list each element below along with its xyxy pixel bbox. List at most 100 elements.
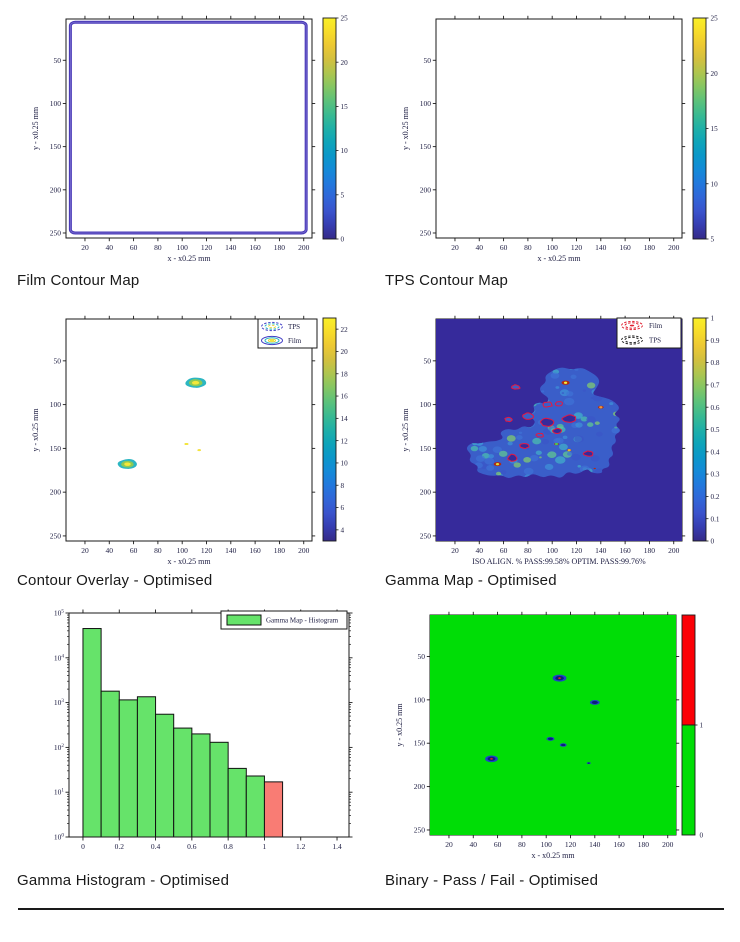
svg-text:y - x0.25 mm: y - x0.25 mm [401,408,410,452]
panel-gamma-map: 20 40 60 80 100 120 140 160 180 200 50 100 150 200 250… [370,300,740,600]
svg-text:80: 80 [154,243,162,252]
svg-text:15: 15 [711,125,719,133]
svg-text:10: 10 [341,147,349,155]
svg-text:140: 140 [595,243,607,252]
svg-text:100: 100 [50,400,62,409]
svg-text:20: 20 [81,546,89,555]
svg-text:5: 5 [341,191,345,199]
svg-text:80: 80 [524,546,532,555]
svg-text:25: 25 [711,15,719,23]
svg-text:4: 4 [341,526,345,534]
svg-text:Film: Film [649,322,663,330]
svg-text:160: 160 [619,243,631,252]
svg-text:140: 140 [225,243,237,252]
svg-text:250: 250 [50,228,62,237]
svg-text:16: 16 [341,393,349,401]
svg-text:160: 160 [249,546,261,555]
svg-text:150: 150 [420,142,432,151]
gamma-map-plot: 20 40 60 80 100 120 140 160 180 200 50 100 150 200 250… [401,315,720,566]
svg-text:200: 200 [662,840,674,849]
svg-text:Film: Film [288,337,302,345]
svg-text:104: 104 [54,653,65,662]
svg-text:101: 101 [54,788,65,797]
svg-text:100: 100 [541,840,553,849]
svg-text:0: 0 [81,842,85,851]
svg-text:0.8: 0.8 [223,842,233,851]
svg-text:105: 105 [54,609,65,618]
svg-text:60: 60 [494,840,502,849]
svg-text:100: 100 [54,833,65,842]
svg-text:0.4: 0.4 [711,448,720,456]
svg-text:y - x0.25 mm: y - x0.25 mm [31,408,40,452]
svg-text:100: 100 [547,243,559,252]
svg-text:1: 1 [700,722,704,730]
svg-text:200: 200 [298,546,310,555]
svg-text:100: 100 [420,400,432,409]
panel-caption: Gamma Histogram - Optimised [17,872,230,889]
svg-text:250: 250 [420,228,432,237]
svg-text:120: 120 [201,546,213,555]
svg-text:50: 50 [424,56,432,65]
svg-text:200: 200 [50,185,62,194]
svg-text:8: 8 [341,482,345,490]
svg-text:60: 60 [500,243,508,252]
svg-text:160: 160 [249,243,261,252]
svg-text:0.3: 0.3 [711,471,720,479]
svg-text:120: 120 [201,243,213,252]
svg-text:100: 100 [50,99,62,108]
svg-text:200: 200 [414,782,426,791]
svg-text:1.4: 1.4 [332,842,342,851]
svg-text:100: 100 [414,695,426,704]
svg-text:6: 6 [341,504,345,512]
svg-text:0: 0 [711,538,715,546]
svg-text:1: 1 [263,842,267,851]
svg-text:40: 40 [470,840,478,849]
film-contour-plot: 20 40 60 80 100 120 140 160 180 20050100150200250… [31,15,349,263]
svg-text:200: 200 [420,488,432,497]
panel-film-contour-map: 20 40 60 80 100 120 140 160 180 200 50 100 150 200 250… [0,0,370,300]
svg-text:y - x0.25 mm: y - x0.25 mm [31,106,40,150]
svg-text:0.2: 0.2 [711,493,720,501]
svg-text:200: 200 [668,243,680,252]
svg-text:10: 10 [341,460,349,468]
svg-text:150: 150 [414,739,426,748]
panel-contour-overlay: 20 40 60 80 100 120 140 160 180 200 50 100 150 200 250… [0,300,370,600]
svg-text:0.7: 0.7 [711,382,720,390]
svg-text:0.2: 0.2 [115,842,125,851]
svg-text:140: 140 [589,840,601,849]
svg-text:0.6: 0.6 [187,842,197,851]
svg-text:120: 120 [571,546,583,555]
svg-text:0.8: 0.8 [711,359,720,367]
svg-text:0: 0 [341,236,345,244]
binary-pass-fail-plot: 20 40 60 80 100 120 140 160 180 200 50 100 150 200 250… [395,611,704,860]
svg-text:ISO ALIGN. % PASS:99.58% OPTIM: ISO ALIGN. % PASS:99.58% OPTIM. PASS:99.… [472,557,646,566]
svg-text:200: 200 [668,546,680,555]
svg-text:80: 80 [154,546,162,555]
svg-text:200: 200 [298,243,310,252]
svg-text:25: 25 [341,15,349,23]
svg-text:60: 60 [130,546,138,555]
svg-text:50: 50 [424,356,432,365]
svg-text:20: 20 [341,348,349,356]
svg-text:100: 100 [177,243,189,252]
panel-caption: Film Contour Map [17,272,140,289]
svg-text:22: 22 [341,326,349,334]
svg-text:102: 102 [54,743,65,752]
svg-text:80: 80 [524,243,532,252]
svg-text:0.6: 0.6 [711,404,720,412]
svg-text:50: 50 [418,652,426,661]
svg-text:18: 18 [341,370,349,378]
svg-text:40: 40 [106,546,114,555]
svg-text:160: 160 [619,546,631,555]
svg-text:100: 100 [547,546,559,555]
svg-text:5: 5 [711,236,715,244]
svg-text:180: 180 [274,243,286,252]
svg-text:x - x0.25 mm: x - x0.25 mm [531,851,575,860]
svg-text:12: 12 [341,437,349,445]
svg-text:10: 10 [711,180,719,188]
panel-caption: Gamma Map - Optimised [385,572,557,589]
svg-text:14: 14 [341,415,349,423]
panel-caption: Contour Overlay - Optimised [17,572,213,589]
svg-text:x - x0.25 mm: x - x0.25 mm [167,557,211,566]
